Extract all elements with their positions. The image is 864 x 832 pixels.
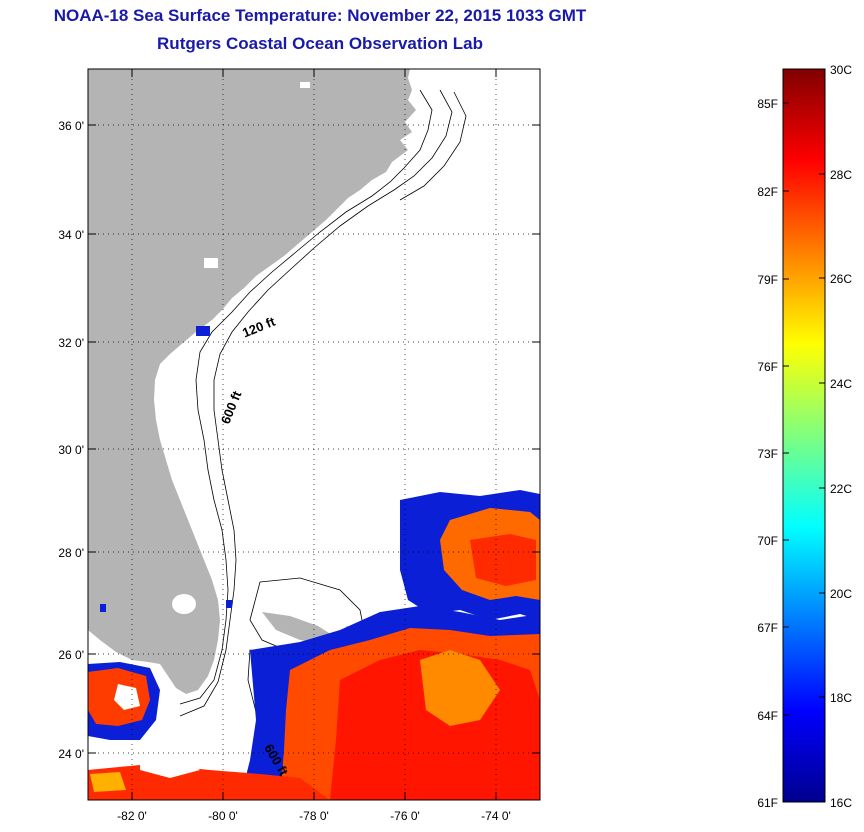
colorbar-c-label: 20C: [830, 587, 852, 601]
map-subtitle: Rutgers Coastal Ocean Observation Lab: [157, 34, 483, 53]
colorbar-f-label: 85F: [757, 97, 778, 111]
lat-label: 34 0': [58, 228, 84, 242]
colorbar-f-label: 73F: [757, 447, 778, 461]
sst-data: [88, 326, 540, 800]
lat-label: 36 0': [58, 119, 84, 133]
lat-label: 28 0': [58, 546, 84, 560]
colorbar-f-label: 79F: [757, 273, 778, 287]
colorbar-c-label: 26C: [830, 272, 852, 286]
colorbar-f-label: 61F: [757, 796, 778, 810]
lon-label: -74 0': [481, 809, 511, 823]
lat-label: 24 0': [58, 747, 84, 761]
colorbar-f-label: 76F: [757, 360, 778, 374]
colorbar: [782, 68, 826, 803]
colorbar-f-label: 82F: [757, 185, 778, 199]
map-title: NOAA-18 Sea Surface Temperature: Novembe…: [53, 6, 587, 25]
map-area: 120 ft 600 ft 600 ft: [88, 69, 540, 800]
land-mass: [88, 69, 416, 694]
colorbar-f-label: 67F: [757, 621, 778, 635]
colorbar-c-label: 28C: [830, 168, 852, 182]
lon-label: -78 0': [299, 809, 329, 823]
lat-label: 32 0': [58, 336, 84, 350]
colorbar-f-label: 70F: [757, 534, 778, 548]
colorbar-c-label: 22C: [830, 482, 852, 496]
lon-label: -76 0': [390, 809, 420, 823]
colorbar-c-label: 18C: [830, 691, 852, 705]
lon-label: -82 0': [117, 809, 147, 823]
colorbar-c-label: 30C: [830, 63, 852, 77]
lat-label: 30 0': [58, 443, 84, 457]
colorbar-c-label: 24C: [830, 377, 852, 391]
colorbar-f-label: 64F: [757, 709, 778, 723]
colorbar-c-label: 16C: [830, 796, 852, 810]
lat-label: 26 0': [58, 648, 84, 662]
lon-label: -80 0': [208, 809, 238, 823]
